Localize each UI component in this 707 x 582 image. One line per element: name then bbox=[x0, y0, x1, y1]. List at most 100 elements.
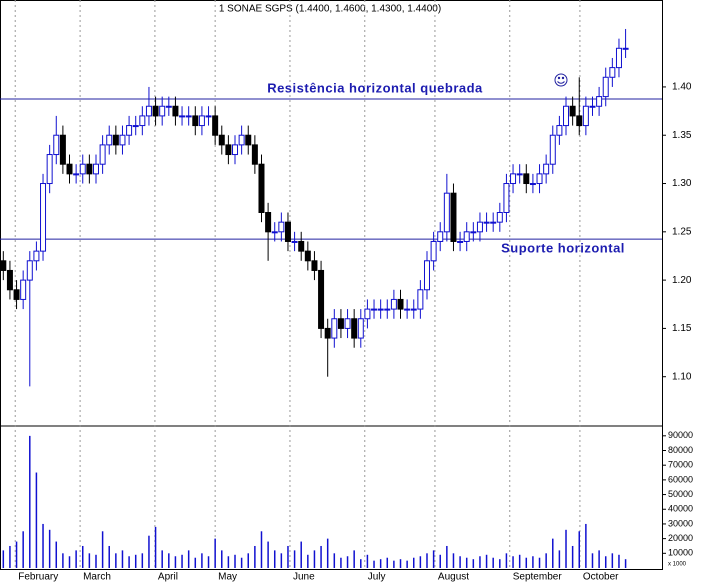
candle-body bbox=[457, 240, 464, 243]
candle-body bbox=[245, 134, 252, 146]
x-tick-label: May bbox=[218, 572, 237, 582]
y2-tick-label: 70000 bbox=[668, 460, 693, 470]
candle-body bbox=[437, 231, 444, 242]
candle-body bbox=[377, 308, 384, 311]
y2-tick-label: 40000 bbox=[668, 504, 693, 514]
candle-body bbox=[0, 260, 7, 271]
annotation: Resistência horizontal quebrada bbox=[267, 80, 483, 95]
candle-body bbox=[53, 134, 60, 156]
candle-body bbox=[185, 115, 192, 118]
y-tick-label: 1.35 bbox=[672, 130, 692, 141]
candle-body bbox=[20, 279, 27, 300]
candle-body bbox=[589, 105, 596, 108]
candle-body bbox=[26, 260, 33, 281]
candle-body bbox=[225, 144, 232, 156]
candle-body bbox=[430, 240, 437, 262]
candle-body bbox=[549, 134, 556, 165]
candle-body bbox=[510, 173, 517, 185]
candle-body bbox=[86, 163, 93, 175]
candle-body bbox=[145, 105, 152, 117]
candle-body bbox=[344, 318, 351, 329]
candle-body bbox=[324, 327, 331, 339]
candle-body bbox=[304, 250, 311, 262]
candle-body bbox=[490, 221, 497, 224]
candle-body bbox=[172, 105, 179, 117]
y-tick-label: 1.20 bbox=[672, 275, 692, 286]
candle-body bbox=[582, 105, 589, 127]
candle-body bbox=[66, 163, 73, 175]
candle-body bbox=[390, 298, 397, 310]
candle-body bbox=[265, 212, 272, 233]
candle-body bbox=[99, 144, 106, 165]
candle-body bbox=[364, 308, 371, 320]
candle-body bbox=[198, 115, 205, 127]
candle-body bbox=[59, 134, 66, 165]
candle-body bbox=[291, 240, 298, 243]
y2-tick-label: 60000 bbox=[668, 474, 693, 484]
candle-body bbox=[311, 260, 318, 271]
x-tick-label: August bbox=[438, 572, 469, 582]
candle-body bbox=[404, 308, 411, 311]
candle-body bbox=[423, 260, 430, 291]
candle-body bbox=[106, 134, 113, 146]
candle-body bbox=[417, 289, 424, 310]
candle-body bbox=[139, 115, 146, 127]
candle-body bbox=[251, 144, 258, 165]
y2-tick-label: 90000 bbox=[668, 430, 693, 440]
candle-body bbox=[6, 269, 13, 291]
candle-body bbox=[331, 318, 338, 339]
y2-tick-label: 10000 bbox=[668, 548, 693, 558]
candle-body bbox=[46, 154, 53, 185]
y-tick-label: 1.40 bbox=[672, 82, 692, 93]
candle-body bbox=[384, 308, 391, 311]
candle-body bbox=[159, 105, 166, 117]
candle-body bbox=[596, 96, 603, 107]
candle-body bbox=[112, 134, 119, 146]
candle-body bbox=[258, 163, 265, 213]
y2-tick-label: 20000 bbox=[668, 533, 693, 543]
candle-body bbox=[33, 250, 40, 262]
plot-frame bbox=[0, 0, 663, 570]
candle-body bbox=[470, 231, 477, 234]
y-tick-label: 1.10 bbox=[672, 371, 692, 382]
y2-tick-label: 30000 bbox=[668, 518, 693, 528]
y-tick-label: 1.25 bbox=[672, 226, 692, 237]
candle-body bbox=[622, 47, 629, 50]
y2-tick-label: 50000 bbox=[668, 489, 693, 499]
candle-body bbox=[503, 183, 510, 213]
candle-body bbox=[397, 298, 404, 310]
candle-body bbox=[218, 134, 225, 146]
candle-body bbox=[152, 105, 159, 117]
candle-body bbox=[238, 134, 245, 146]
candle-body bbox=[609, 67, 616, 78]
y-tick-label: 1.15 bbox=[672, 323, 692, 334]
x-tick-label: February bbox=[18, 572, 58, 582]
candle-body bbox=[232, 144, 239, 156]
candle-body bbox=[371, 308, 378, 311]
candle-body bbox=[79, 163, 86, 175]
x-tick-label: June bbox=[293, 572, 315, 582]
candle-body bbox=[278, 221, 285, 233]
candle-body bbox=[476, 221, 483, 233]
candle-body bbox=[516, 173, 523, 176]
candle-body bbox=[463, 231, 470, 242]
candle-body bbox=[165, 105, 172, 108]
candle-body bbox=[543, 163, 550, 175]
candle-body bbox=[483, 221, 490, 224]
candle-body bbox=[126, 125, 133, 136]
candle-body bbox=[298, 240, 305, 252]
candle-body bbox=[318, 269, 325, 329]
candle-body bbox=[132, 125, 139, 128]
candle-body bbox=[529, 183, 536, 186]
candle-body bbox=[523, 173, 530, 185]
x-tick-label: April bbox=[158, 572, 178, 582]
candle-body bbox=[357, 318, 364, 339]
candle-body bbox=[212, 115, 219, 136]
candle-body bbox=[410, 308, 417, 311]
candle-body bbox=[73, 173, 80, 176]
candle-body bbox=[179, 115, 186, 118]
candle-body bbox=[40, 183, 47, 252]
candle-body bbox=[615, 47, 622, 69]
candle-body bbox=[563, 105, 570, 127]
